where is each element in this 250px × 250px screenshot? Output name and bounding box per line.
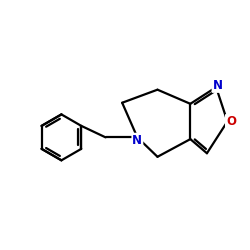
Text: N: N xyxy=(132,134,142,147)
Text: O: O xyxy=(226,115,236,128)
Text: N: N xyxy=(212,79,222,92)
